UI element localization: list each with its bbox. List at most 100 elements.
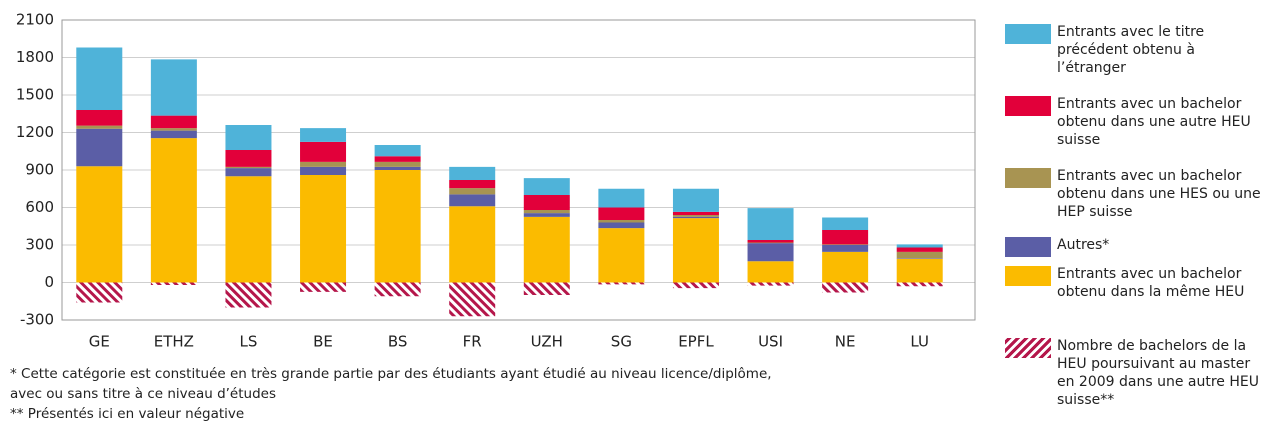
- bar-segment: [300, 141, 347, 162]
- bar-segment: [374, 166, 421, 170]
- footnote: ** Présentés ici en valeur négative: [10, 406, 245, 422]
- y-tick-label: 2100: [16, 11, 54, 29]
- plot-frame: [61, 19, 976, 321]
- bar-segment: [896, 258, 943, 259]
- bar-segment: [822, 244, 869, 245]
- bar-segment: [896, 244, 943, 248]
- x-tick-label: BE: [313, 333, 333, 351]
- bar-segment: [449, 282, 496, 317]
- bar-segment: [598, 228, 645, 283]
- bar-segment: [896, 251, 943, 259]
- footnote: * Cette catégorie est constituée en très…: [10, 366, 772, 382]
- bar-segment: [300, 166, 347, 175]
- bar-segment: [225, 166, 272, 169]
- bar-segment: [747, 242, 794, 244]
- y-tick-label: 1800: [16, 48, 54, 66]
- bar-segment: [150, 130, 197, 139]
- legend-label: Entrants avec un bachelor obtenu dans un…: [1057, 96, 1251, 148]
- bar-segment: [523, 216, 570, 283]
- x-tick-label: SG: [611, 333, 632, 351]
- x-tick-label: LS: [240, 333, 258, 351]
- bar-segment: [76, 47, 123, 110]
- bar-segment: [672, 211, 719, 215]
- legend-label: Autres*: [1057, 237, 1110, 253]
- footnote: avec ou sans titre à ce niveau d’études: [10, 386, 276, 402]
- bar-segment: [225, 282, 272, 308]
- legend-swatch: [1005, 96, 1051, 116]
- bar-segment: [598, 282, 645, 285]
- bar-segment: [374, 145, 421, 157]
- bar-segment: [672, 218, 719, 283]
- y-tick-label: 600: [25, 198, 54, 216]
- legend-swatch: [1005, 168, 1051, 188]
- x-tick-label: EPFL: [678, 333, 714, 351]
- bar-segment: [76, 128, 123, 167]
- x-tick-label: UZH: [531, 333, 563, 351]
- bar-segment: [822, 282, 869, 293]
- bar-segment: [523, 213, 570, 217]
- bar-segment: [822, 245, 869, 252]
- bar-segment: [449, 180, 496, 189]
- legend-swatch: [1005, 24, 1051, 44]
- legend-swatch: [1005, 338, 1051, 358]
- bar-segment: [747, 261, 794, 283]
- bar-segment: [449, 166, 496, 180]
- y-tick-label: 900: [25, 161, 54, 179]
- y-tick-label: 0: [44, 273, 54, 291]
- bar-segment: [672, 215, 719, 217]
- bar-segment: [672, 282, 719, 289]
- bar-segment: [225, 125, 272, 150]
- bar-segment: [672, 188, 719, 212]
- bar-segment: [374, 161, 421, 167]
- bar-segment: [822, 251, 869, 283]
- bar-segment: [822, 217, 869, 230]
- bar-segment: [300, 128, 347, 142]
- x-tick-label: ETHZ: [154, 333, 194, 351]
- bar-segment: [598, 188, 645, 208]
- bar-segment: [150, 128, 197, 131]
- bar-segment: [76, 110, 123, 126]
- bar-segment: [523, 210, 570, 214]
- x-tick-label: GE: [89, 333, 110, 351]
- bar-segment: [76, 282, 123, 303]
- bar-segment: [598, 222, 645, 229]
- bar-segment: [150, 138, 197, 283]
- legend-swatch: [1005, 266, 1051, 286]
- x-tick-label: FR: [463, 333, 482, 351]
- bar-segment: [896, 282, 943, 287]
- bar-segment: [449, 194, 496, 207]
- legend-label: Entrants avec le titre précédent obtenu …: [1057, 24, 1205, 76]
- bar-segment: [822, 230, 869, 245]
- bar-segment: [300, 175, 347, 283]
- bar-segment: [150, 282, 197, 285]
- y-tick-label: 1500: [16, 86, 54, 104]
- bar-segment: [76, 125, 123, 129]
- bar-segment: [523, 178, 570, 195]
- bar-segment: [225, 150, 272, 167]
- bar-segment: [896, 258, 943, 283]
- bar-segment: [747, 282, 794, 286]
- legend-label: Nombre de bachelors de la HEU poursuivan…: [1057, 338, 1259, 408]
- legend-label: Entrants avec un bachelor obtenu dans la…: [1057, 266, 1245, 300]
- bar-segment: [76, 166, 123, 283]
- bar-segment: [300, 161, 347, 167]
- bar-segment: [747, 243, 794, 262]
- bar-segment: [747, 208, 794, 240]
- legend-swatch: [1005, 237, 1051, 257]
- y-tick-label: -300: [20, 311, 54, 329]
- legend-label: Entrants avec un bachelor obtenu dans un…: [1057, 168, 1261, 220]
- bar-segment: [598, 220, 645, 223]
- bar-segment: [150, 59, 197, 116]
- bar-segment: [449, 188, 496, 195]
- y-tick-label: 1200: [16, 123, 54, 141]
- bar-segment: [225, 176, 272, 283]
- bar-segment: [374, 282, 421, 297]
- bar-segment: [896, 247, 943, 252]
- bar-segment: [374, 170, 421, 283]
- bar-segment: [150, 115, 197, 129]
- x-tick-label: LU: [910, 333, 929, 351]
- bar-segment: [747, 240, 794, 243]
- bar-segment: [300, 282, 347, 292]
